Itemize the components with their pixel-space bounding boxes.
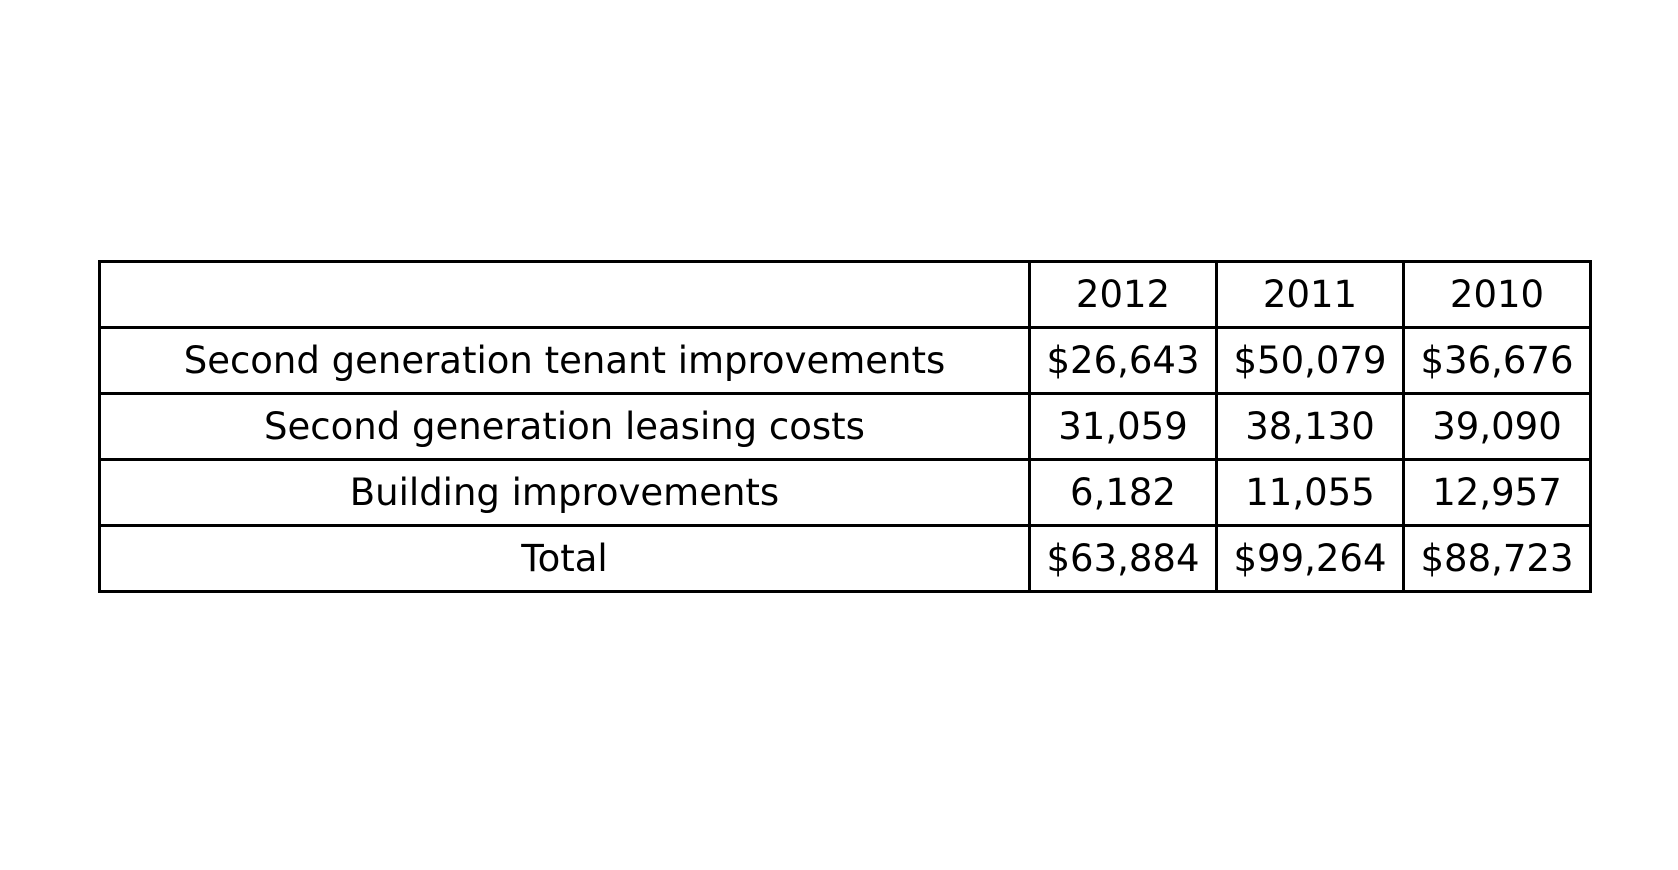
total-row: Total $63,884 $99,264 $88,723 [98, 524, 1592, 593]
table-row: Second generation tenant improvements $2… [98, 326, 1592, 395]
table-cell: 11,055 [1215, 458, 1405, 527]
table-cell: $88,723 [1402, 524, 1592, 593]
table-cell: 12,957 [1402, 458, 1592, 527]
table-cell: $63,884 [1028, 524, 1218, 593]
header-cell-empty [98, 260, 1031, 329]
table-cell: 31,059 [1028, 392, 1218, 461]
table-cell: 39,090 [1402, 392, 1592, 461]
header-cell-2011: 2011 [1215, 260, 1405, 329]
header-cell-2010: 2010 [1402, 260, 1592, 329]
table-cell: $36,676 [1402, 326, 1592, 395]
table-row: Building improvements 6,182 11,055 12,95… [98, 458, 1592, 527]
row-label: Total [98, 524, 1031, 593]
header-cell-2012: 2012 [1028, 260, 1218, 329]
row-label: Second generation leasing costs [98, 392, 1031, 461]
row-label: Second generation tenant improvements [98, 326, 1031, 395]
table-cell: $50,079 [1215, 326, 1405, 395]
data-table-container: 2012 2011 2010 Second generation tenant … [98, 260, 1592, 593]
table-row: Second generation leasing costs 31,059 3… [98, 392, 1592, 461]
data-table: 2012 2011 2010 Second generation tenant … [98, 260, 1592, 593]
table-cell: 6,182 [1028, 458, 1218, 527]
header-row: 2012 2011 2010 [98, 260, 1592, 329]
row-label: Building improvements [98, 458, 1031, 527]
table-cell: 38,130 [1215, 392, 1405, 461]
table-cell: $99,264 [1215, 524, 1405, 593]
table-cell: $26,643 [1028, 326, 1218, 395]
